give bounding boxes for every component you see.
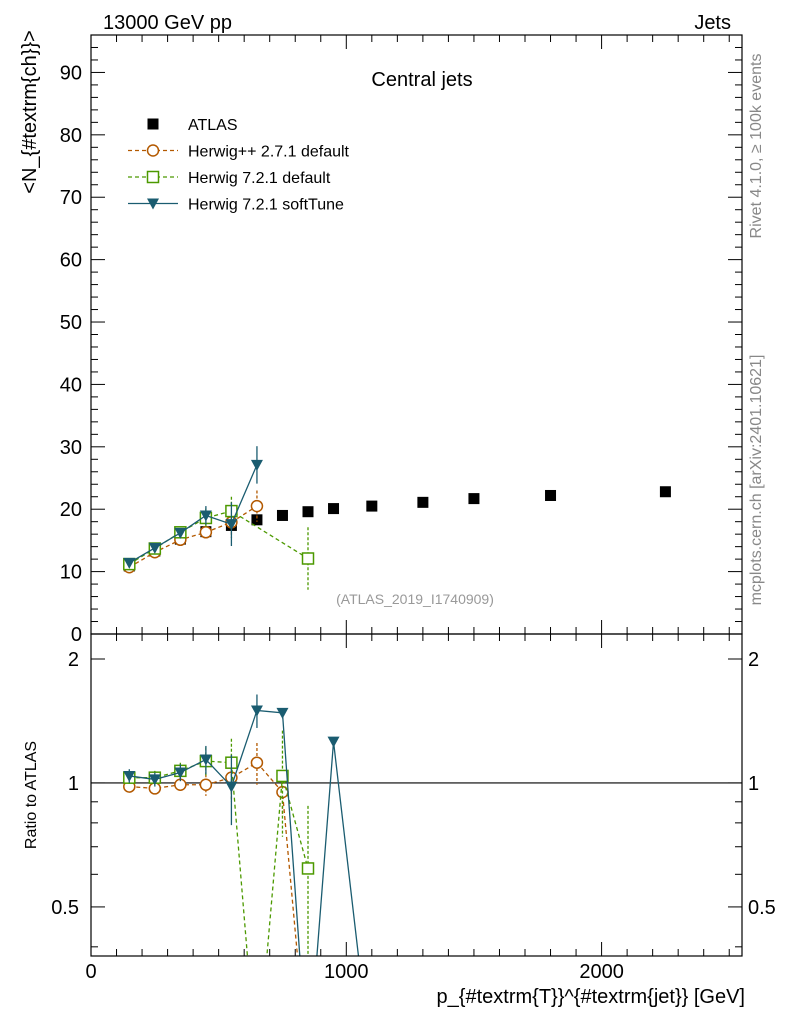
series-herwig-2-7-1-default xyxy=(123,490,264,574)
data-point xyxy=(276,509,288,521)
data-point xyxy=(225,519,238,531)
main-y-tick-label: 60 xyxy=(60,250,82,272)
ratio-y-tick-label: 2 xyxy=(68,649,79,671)
data-point xyxy=(251,514,263,526)
main-y-tick-label: 50 xyxy=(60,312,82,334)
ratio-data-point xyxy=(148,774,161,786)
ratio-data-point xyxy=(301,862,315,875)
legend-marker xyxy=(146,144,160,157)
data-point xyxy=(302,506,314,518)
data-point xyxy=(468,493,480,505)
main-y-tick-label: 0 xyxy=(71,624,82,646)
ratio-data-point xyxy=(276,769,289,783)
ratio-series-line xyxy=(129,760,309,956)
ratio-frame xyxy=(90,633,743,957)
series-line xyxy=(128,464,258,564)
mcplots-label: mcplots.cern.ch [arXiv:2401.10621] xyxy=(748,355,765,606)
ratio-panel: 0.5 0.5 1 1 2 2 Ratio to ATLAS xyxy=(23,633,776,957)
ratio-y-tick-label-right: 2 xyxy=(748,649,759,671)
legend-marker xyxy=(147,118,159,130)
ratio-series-line xyxy=(129,761,299,956)
x-tick-label: 2000 xyxy=(579,961,624,983)
ratio-series-herwig-2-7-1-default xyxy=(123,743,299,956)
series-herwig-7-2-1-softtune xyxy=(123,446,263,569)
main-y-tick-label: 40 xyxy=(60,374,82,396)
energy-label: 13000 GeV pp xyxy=(103,12,232,34)
analysis-label: (ATLAS_2019_I1740909) xyxy=(336,591,494,607)
ratio-data-point xyxy=(250,756,264,769)
ratio-data-point xyxy=(276,707,289,719)
rivet-label: Rivet 4.1.0, ≥ 100k events xyxy=(748,54,765,239)
data-point xyxy=(250,459,263,471)
x-axis-label: p_{#textrm{T}}^{#textrm{jet}} [GeV] xyxy=(437,986,745,1008)
ratio-y-tick-label-right: 1 xyxy=(748,773,759,795)
legend-entry: ATLAS xyxy=(188,117,238,134)
series-line xyxy=(128,505,258,568)
ratio-data-point xyxy=(327,736,340,748)
category-label: Jets xyxy=(694,12,731,34)
main-y-tick-label: 10 xyxy=(60,562,82,584)
ratio-data-point xyxy=(225,781,238,793)
ratio-data-point xyxy=(250,705,263,717)
data-point xyxy=(545,489,557,501)
ratio-series-line xyxy=(129,709,360,956)
data-point xyxy=(366,500,378,512)
ratio-ylabel: Ratio to ATLAS xyxy=(23,741,40,849)
ratio-y-tick-label: 0.5 xyxy=(51,897,79,919)
main-y-tick-label: 90 xyxy=(60,62,82,84)
ratio-plot-area xyxy=(123,694,360,956)
ratio-data-point xyxy=(199,754,212,766)
ratio-y-tick-label: 1 xyxy=(68,773,79,795)
main-ylabel-text: <N_{#textrm{ch}}> xyxy=(19,30,41,193)
main-panel: 0 10 20 30 40 50 60 70 80 90 Central jets (ATLAS_… xyxy=(19,30,743,646)
x-tick-label: 0 xyxy=(85,961,96,983)
main-y-tick-label: 30 xyxy=(60,437,82,459)
data-point xyxy=(148,542,161,554)
legend-entry: Herwig 7.2.1 softTune xyxy=(188,197,344,214)
main-axis-ticks: 0 10 20 30 40 50 60 70 80 90 xyxy=(60,35,742,646)
data-point xyxy=(199,510,212,522)
legend-entry: Herwig 7.2.1 default xyxy=(188,170,331,187)
data-point xyxy=(174,527,187,539)
ratio-data-point xyxy=(174,767,187,779)
ratio-data-point xyxy=(123,770,136,782)
main-ylabel: <N_{#textrm{ch}}> xyxy=(19,30,41,193)
main-plot-area xyxy=(123,446,671,590)
ratio-y-tick-label-right: 0.5 xyxy=(748,897,776,919)
x-tick-label: 1000 xyxy=(324,961,369,983)
data-point xyxy=(328,503,340,515)
main-y-tick-label: 70 xyxy=(60,187,82,209)
data-point xyxy=(417,496,429,508)
legend: ATLAS Herwig++ 2.7.1 default Herwig 7.2.1 … xyxy=(128,117,350,214)
data-point xyxy=(123,557,136,569)
main-y-tick-label: 20 xyxy=(60,499,82,521)
legend-entry: Herwig++ 2.7.1 default xyxy=(188,144,350,161)
data-point xyxy=(659,486,671,498)
x-axis-ticks: 0 1000 2000 xyxy=(85,961,623,983)
main-y-tick-label: 80 xyxy=(60,125,82,147)
ratio-axis-ticks: 0.5 0.5 1 1 2 2 xyxy=(51,634,776,956)
legend-marker xyxy=(147,198,159,210)
legend-marker xyxy=(146,170,160,184)
data-point xyxy=(199,526,213,539)
main-title: Central jets xyxy=(371,69,472,91)
ratio-series-herwig-7-2-1-softtune xyxy=(123,694,360,956)
data-point xyxy=(301,552,315,565)
ratio-data-point xyxy=(199,778,213,792)
data-point xyxy=(250,499,264,513)
